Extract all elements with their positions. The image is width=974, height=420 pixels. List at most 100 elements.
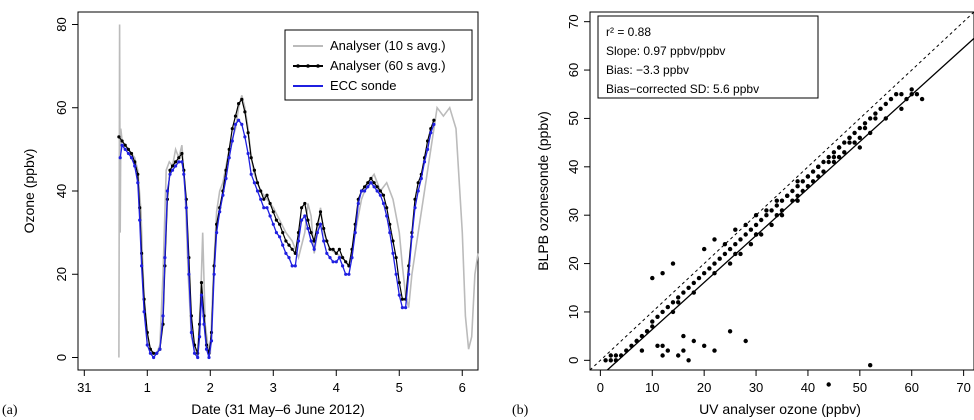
series-2-point-81	[356, 201, 360, 206]
scatter-point-12	[655, 314, 660, 319]
x-tick-label-0: 0	[597, 380, 604, 395]
series-2-point-40	[227, 156, 231, 160]
scatter-point-112	[759, 232, 764, 237]
scatter-point-117	[810, 179, 816, 184]
series-1-point-53	[268, 201, 272, 206]
scatter-point-52	[862, 121, 868, 126]
scatter-point-109	[727, 261, 733, 266]
series-2-point-69	[318, 222, 323, 226]
scatter-point-132	[816, 174, 821, 179]
scatter-point-136	[681, 348, 686, 353]
legend-marker-analyser60-2	[306, 64, 310, 68]
series-2-point-84	[366, 185, 370, 189]
x-tick-label-6: 6	[459, 380, 466, 395]
scatter-point-22	[707, 266, 712, 271]
series-2-point-42	[233, 122, 238, 126]
scatter-point-58	[894, 92, 899, 97]
series-1-point-57	[281, 231, 285, 235]
series-1-point-86	[372, 181, 376, 185]
x-tick-label-4: 4	[333, 380, 340, 395]
series-2-point-96	[404, 306, 408, 310]
scatter-point-104	[805, 174, 811, 179]
legend-marker-analyser60-1	[296, 64, 300, 68]
series-1-point-59	[287, 243, 291, 247]
series-1-point-72	[328, 247, 332, 251]
scatter-point-54	[873, 111, 878, 116]
scatter-point-121	[852, 140, 857, 145]
series-2-point-27	[192, 351, 197, 355]
panel-a-legend: Analyser (10 s avg.) Analyser (60 s avg.…	[284, 29, 473, 101]
scatter-point-45	[826, 154, 831, 160]
scatter-point-31	[753, 222, 759, 228]
y-tick-label-0: 0	[566, 357, 581, 364]
x-tick-label-6: 60	[904, 380, 918, 395]
scatter-point-14	[665, 304, 670, 310]
series-2-point-55	[274, 231, 278, 235]
scatter-point-27	[733, 242, 738, 247]
series-1-point-60	[290, 247, 294, 251]
panel-a-y-ticks: 0 20 40 60 80	[54, 17, 78, 361]
series-2-point-98	[410, 235, 414, 239]
series-2-point-105	[432, 122, 436, 126]
scatter-point-38	[790, 188, 795, 194]
series-2-point-39	[224, 176, 228, 181]
series-2-point-88	[378, 193, 382, 197]
series-1-point-48	[252, 168, 256, 172]
panel-a-label: (a)	[2, 403, 18, 418]
panel-b-plot-frame	[589, 11, 974, 371]
series-1-point-87	[375, 185, 379, 189]
scatter-point-1	[608, 353, 613, 358]
scatter-point-83	[779, 213, 785, 218]
scatter-point-35	[774, 203, 779, 208]
scatter-point-105	[816, 164, 821, 169]
scatter-point-26	[727, 246, 733, 252]
scatter-point-119	[831, 159, 837, 165]
scatter-point-44	[821, 159, 826, 165]
series-2-point-79	[350, 256, 354, 260]
scatter-point-72	[727, 329, 733, 334]
series-2-point-14	[158, 347, 162, 351]
series-1-point-43	[237, 102, 241, 106]
series-2-point-13	[155, 351, 159, 355]
series-1-point-3	[126, 147, 130, 151]
series-1-point-4	[129, 151, 134, 156]
scatter-point-19	[691, 280, 696, 286]
series-2-point-78	[347, 272, 351, 276]
panel-b-x-label: UV analyser ozone (ppbv)	[699, 401, 861, 417]
series-2-point-52	[265, 206, 269, 210]
series-1-point-73	[331, 247, 335, 251]
series-2-point-63	[300, 218, 304, 222]
series-2-point-74	[334, 260, 338, 264]
x-tick-label-3: 3	[270, 380, 277, 395]
scatter-point-16	[676, 295, 681, 300]
series-1-point-49	[255, 181, 260, 185]
series-2-point-53	[268, 214, 272, 218]
stat-r2: r² = 0.88	[606, 25, 651, 39]
series-1-point-89	[381, 193, 386, 197]
series-2-point-71	[325, 251, 329, 255]
scatter-point-42	[810, 169, 816, 174]
stat-sd: Bias−corrected SD: 5.6 ppbv	[606, 82, 759, 96]
series-2-point-19	[170, 168, 175, 172]
scatter-point-4	[613, 358, 619, 363]
series-1-point-93	[394, 256, 398, 260]
scatter-point-84	[795, 198, 800, 203]
scatter-point-118	[821, 169, 826, 174]
scatter-point-69	[691, 338, 696, 344]
series-2-point-23	[182, 172, 186, 176]
scatter-point-11	[650, 319, 655, 324]
series-2-point-12	[152, 355, 156, 360]
series-1-point-19	[170, 164, 175, 168]
series-2-point-89	[381, 201, 386, 206]
series-1-point-83	[363, 185, 367, 189]
x-tick-label-2: 20	[697, 380, 711, 395]
series-1-point-1	[120, 139, 124, 143]
series-2-point-92	[391, 251, 395, 255]
series-1-point-74	[334, 251, 338, 255]
series-2-point-36	[215, 231, 219, 235]
series-2-point-50	[259, 197, 263, 201]
scatter-point-3	[613, 353, 619, 358]
scatter-point-18	[686, 285, 691, 290]
scatter-point-100	[764, 208, 769, 213]
series-2-point-32	[204, 347, 209, 351]
